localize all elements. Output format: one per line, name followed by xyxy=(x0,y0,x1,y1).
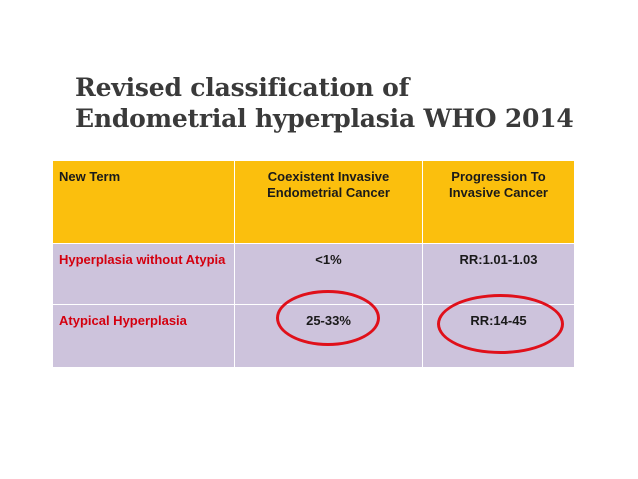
row-term-atypical: Atypical Hyperplasia xyxy=(52,304,235,368)
row-term-without-atypia: Hyperplasia without Atypia xyxy=(52,243,235,305)
slide-title-line-2: Endometrial hyperplasia WHO 2014 xyxy=(75,104,574,133)
table-header-row: New Term Coexistent Invasive Endometrial… xyxy=(52,160,575,244)
slide-title-line-1: Revised classification of xyxy=(75,73,410,102)
header-progression: Progression To Invasive Cancer xyxy=(422,160,575,244)
highlight-circle-coexistent xyxy=(276,290,380,346)
highlight-circle-progression xyxy=(437,294,564,354)
slide-title: Revised classification of Endometrial hy… xyxy=(75,72,574,134)
classification-table: New Term Coexistent Invasive Endometrial… xyxy=(52,160,575,368)
header-new-term: New Term xyxy=(52,160,235,244)
header-coexistent-cancer: Coexistent Invasive Endometrial Cancer xyxy=(234,160,423,244)
